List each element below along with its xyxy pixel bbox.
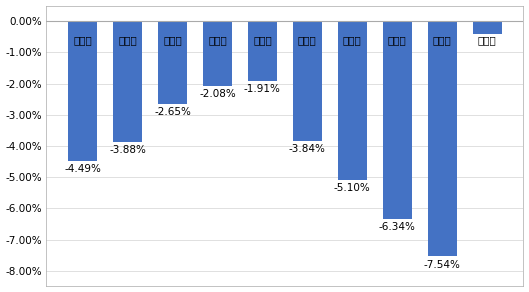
Text: 第五个: 第五个: [253, 35, 272, 45]
Bar: [427, 21, 457, 256]
Bar: [293, 21, 322, 141]
Bar: [382, 21, 412, 219]
Text: -3.88%: -3.88%: [109, 145, 146, 155]
Bar: [68, 21, 97, 161]
Text: 第九个: 第九个: [433, 35, 452, 45]
Bar: [472, 21, 502, 34]
Text: -5.10%: -5.10%: [334, 183, 371, 194]
Text: 第二个: 第二个: [118, 35, 137, 45]
Text: -7.54%: -7.54%: [424, 260, 461, 270]
Bar: [338, 21, 367, 180]
Bar: [158, 21, 187, 104]
Bar: [203, 21, 232, 86]
Text: -4.49%: -4.49%: [64, 164, 101, 174]
Text: 第一个: 第一个: [73, 35, 92, 45]
Text: -2.65%: -2.65%: [154, 107, 191, 117]
Text: 第十个: 第十个: [478, 35, 497, 45]
Text: -2.08%: -2.08%: [199, 89, 236, 99]
Bar: [113, 21, 142, 142]
Text: 第四个: 第四个: [208, 35, 227, 45]
Text: 第三个: 第三个: [163, 35, 182, 45]
Text: -3.84%: -3.84%: [289, 144, 326, 154]
Text: 第六个: 第六个: [298, 35, 317, 45]
Text: 第七个: 第七个: [343, 35, 362, 45]
Text: -1.91%: -1.91%: [244, 84, 281, 94]
Bar: [248, 21, 277, 81]
Text: -6.34%: -6.34%: [379, 222, 416, 232]
Text: 第八个: 第八个: [388, 35, 407, 45]
